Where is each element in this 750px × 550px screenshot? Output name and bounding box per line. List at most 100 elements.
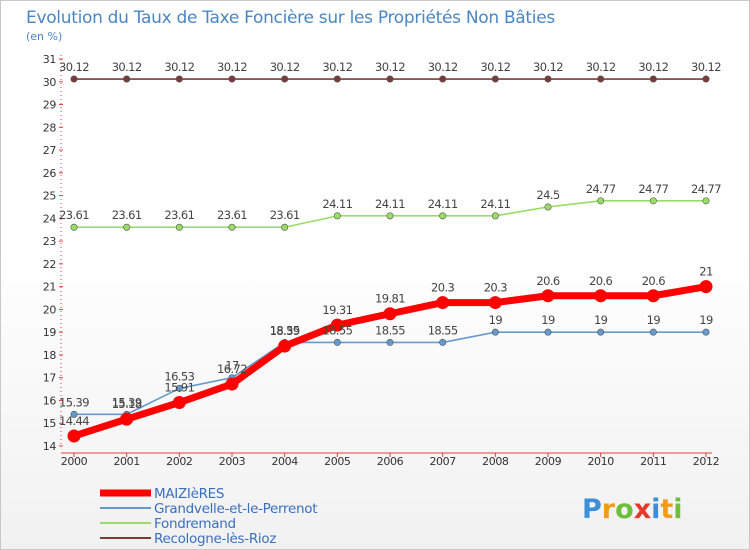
data-point: [439, 212, 447, 220]
data-point: [702, 197, 710, 205]
data-point: [544, 75, 552, 83]
logo-letter: P: [582, 494, 602, 525]
data-label: 16.72: [217, 362, 247, 376]
data-label: 19: [647, 313, 661, 327]
data-label: 15.39: [59, 395, 89, 409]
data-point: [544, 203, 552, 211]
data-label: 18.55: [375, 323, 405, 337]
legend-label: Recologne-lès-Rioz: [154, 531, 276, 547]
data-label: 19: [489, 313, 503, 327]
x-tick-label: 2003: [219, 455, 246, 468]
data-label: 20.3: [484, 281, 507, 295]
x-tick-label: 2005: [324, 455, 351, 468]
logo-letter: i: [651, 494, 660, 525]
data-point: [544, 328, 552, 336]
data-point: [597, 197, 605, 205]
data-point: [702, 75, 710, 83]
x-tick-label: 2007: [429, 455, 456, 468]
data-point: [702, 328, 710, 336]
data-label: 30.12: [638, 60, 668, 74]
data-point: [120, 412, 134, 426]
y-tick-label: 27: [43, 144, 57, 157]
data-label: 20.6: [536, 274, 559, 288]
data-point: [491, 75, 499, 83]
data-label: 15.18: [112, 397, 142, 411]
y-tick-label: 19: [43, 326, 57, 339]
x-tick-label: 2002: [166, 455, 192, 468]
data-point: [281, 223, 289, 231]
data-label: 18.39: [270, 324, 300, 338]
data-point: [228, 223, 236, 231]
data-point: [333, 338, 341, 346]
chart-subtitle: (en %): [26, 30, 62, 43]
data-label: 24.5: [536, 188, 559, 202]
data-point: [649, 75, 657, 83]
data-label: 19: [541, 313, 555, 327]
data-point: [172, 396, 186, 410]
data-point: [699, 280, 713, 294]
data-label: 30.12: [217, 60, 247, 74]
y-tick-label: 18: [43, 349, 57, 362]
x-tick-label: 2001: [113, 455, 139, 468]
data-point: [386, 338, 394, 346]
x-tick-label: 2012: [693, 455, 719, 468]
x-tick-label: 2010: [587, 455, 614, 468]
y-tick-label: 31: [43, 53, 56, 66]
data-point: [225, 377, 239, 391]
x-tick-label: 2009: [535, 455, 562, 468]
data-label: 21: [699, 265, 713, 279]
data-point: [67, 429, 81, 443]
data-point: [123, 223, 131, 231]
data-label: 30.12: [586, 60, 616, 74]
data-point: [386, 212, 394, 220]
data-label: 23.61: [270, 208, 300, 222]
data-label: 18.55: [322, 323, 352, 337]
data-label: 24.77: [691, 182, 721, 196]
data-label: 24.77: [638, 182, 668, 196]
data-point: [439, 338, 447, 346]
y-tick-label: 15: [43, 417, 57, 430]
data-point: [436, 296, 450, 310]
data-label: 30.12: [691, 60, 721, 74]
data-label: 30.12: [322, 60, 352, 74]
data-point: [70, 75, 78, 83]
legend-label: MAIZIèRES: [154, 486, 224, 502]
data-label: 24.11: [480, 197, 510, 211]
data-label: 30.12: [480, 60, 510, 74]
data-label: 30.12: [164, 60, 194, 74]
data-point: [597, 75, 605, 83]
data-point: [333, 75, 341, 83]
data-point: [330, 318, 344, 332]
logo-letter: x: [634, 494, 651, 525]
data-label: 16.53: [164, 369, 194, 383]
data-point: [597, 328, 605, 336]
axes: 14 15 16 17 18 19 20 21 22 23 24 25 26 27 28 29 30 31 2000…: [43, 53, 720, 468]
data-point: [541, 289, 555, 303]
y-tick-label: 20: [43, 303, 57, 316]
x-tick-label: 2008: [482, 455, 509, 468]
legend-label: Fondremand: [154, 516, 236, 532]
y-tick-label: 29: [43, 99, 57, 112]
data-point: [491, 328, 499, 336]
y-tick-label: 23: [43, 235, 57, 248]
data-label: 30.12: [59, 60, 89, 74]
data-point: [70, 410, 78, 418]
data-point: [333, 212, 341, 220]
data-point: [228, 75, 236, 83]
series-layer: [67, 75, 713, 443]
y-tick-label: 24: [43, 212, 57, 225]
data-point: [646, 289, 660, 303]
data-label: 15.91: [164, 381, 194, 395]
data-label: 24.11: [428, 197, 458, 211]
y-tick-label: 22: [43, 258, 56, 271]
proxiti-logo: Proxiti: [582, 494, 683, 525]
logo-letter: r: [602, 494, 616, 525]
data-point: [383, 307, 397, 321]
data-label: 30.12: [428, 60, 458, 74]
y-tick-label: 26: [43, 167, 57, 180]
data-point: [281, 75, 289, 83]
data-label: 20.3: [431, 281, 454, 295]
legend: MAIZIèRESGrandvelle-et-le-PerrenotFondre…: [100, 486, 318, 547]
x-tick-label: 2006: [377, 455, 404, 468]
